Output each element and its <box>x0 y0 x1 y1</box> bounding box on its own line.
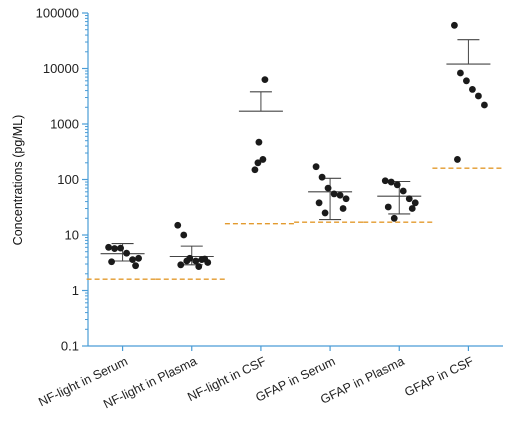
data-point <box>192 257 200 265</box>
data-point <box>469 86 476 93</box>
data-point <box>454 156 461 163</box>
data-point <box>411 199 419 207</box>
data-point <box>315 199 323 207</box>
data-point <box>251 166 259 174</box>
data-point <box>384 203 392 211</box>
data-point <box>111 245 118 252</box>
data-point <box>255 138 263 146</box>
data-point <box>321 209 329 217</box>
threshold-lines <box>86 167 505 280</box>
y-tick-label: 0.1 <box>61 339 79 354</box>
data-point <box>105 243 112 251</box>
data-point <box>475 92 482 100</box>
data-point <box>123 249 130 257</box>
data-point <box>177 261 185 269</box>
y-axis-title: Concentrations (pg/ML) <box>11 115 25 246</box>
error-bars <box>100 39 491 266</box>
x-tick-label: GFAP in CSF <box>402 354 476 400</box>
data-point <box>408 205 416 212</box>
data-point <box>201 255 209 263</box>
data-point <box>405 195 413 203</box>
data-point <box>399 187 407 195</box>
data-point <box>180 231 188 239</box>
data-point <box>393 181 401 189</box>
data-point <box>183 257 191 265</box>
axes <box>82 12 503 351</box>
data-point <box>451 21 458 29</box>
data-point <box>259 156 267 163</box>
data-point <box>195 263 203 270</box>
data-point <box>135 254 142 262</box>
data-point <box>312 163 320 171</box>
data-point <box>336 191 344 199</box>
data-point <box>324 184 332 192</box>
data-point <box>339 205 347 212</box>
data-point <box>387 178 395 186</box>
y-tick-label: 10000 <box>43 61 79 76</box>
y-tick-label: 1000 <box>50 117 79 132</box>
data-point <box>330 190 338 198</box>
data-point <box>129 256 136 264</box>
data-points <box>105 21 488 270</box>
y-tick-label: 10 <box>65 228 79 243</box>
data-point <box>481 101 488 109</box>
data-point <box>117 244 124 252</box>
data-point <box>318 173 326 181</box>
data-point <box>261 76 269 84</box>
data-point <box>254 159 262 167</box>
data-point <box>390 214 398 222</box>
data-point <box>457 69 464 77</box>
data-point <box>132 262 139 270</box>
y-tick-label: 100000 <box>36 6 79 21</box>
data-point <box>381 177 389 185</box>
data-point <box>108 258 115 266</box>
data-point <box>342 195 350 203</box>
data-point <box>463 77 470 85</box>
y-tick-label: 100 <box>57 172 79 187</box>
data-point <box>174 221 182 229</box>
y-tick-label: 1 <box>72 283 79 298</box>
